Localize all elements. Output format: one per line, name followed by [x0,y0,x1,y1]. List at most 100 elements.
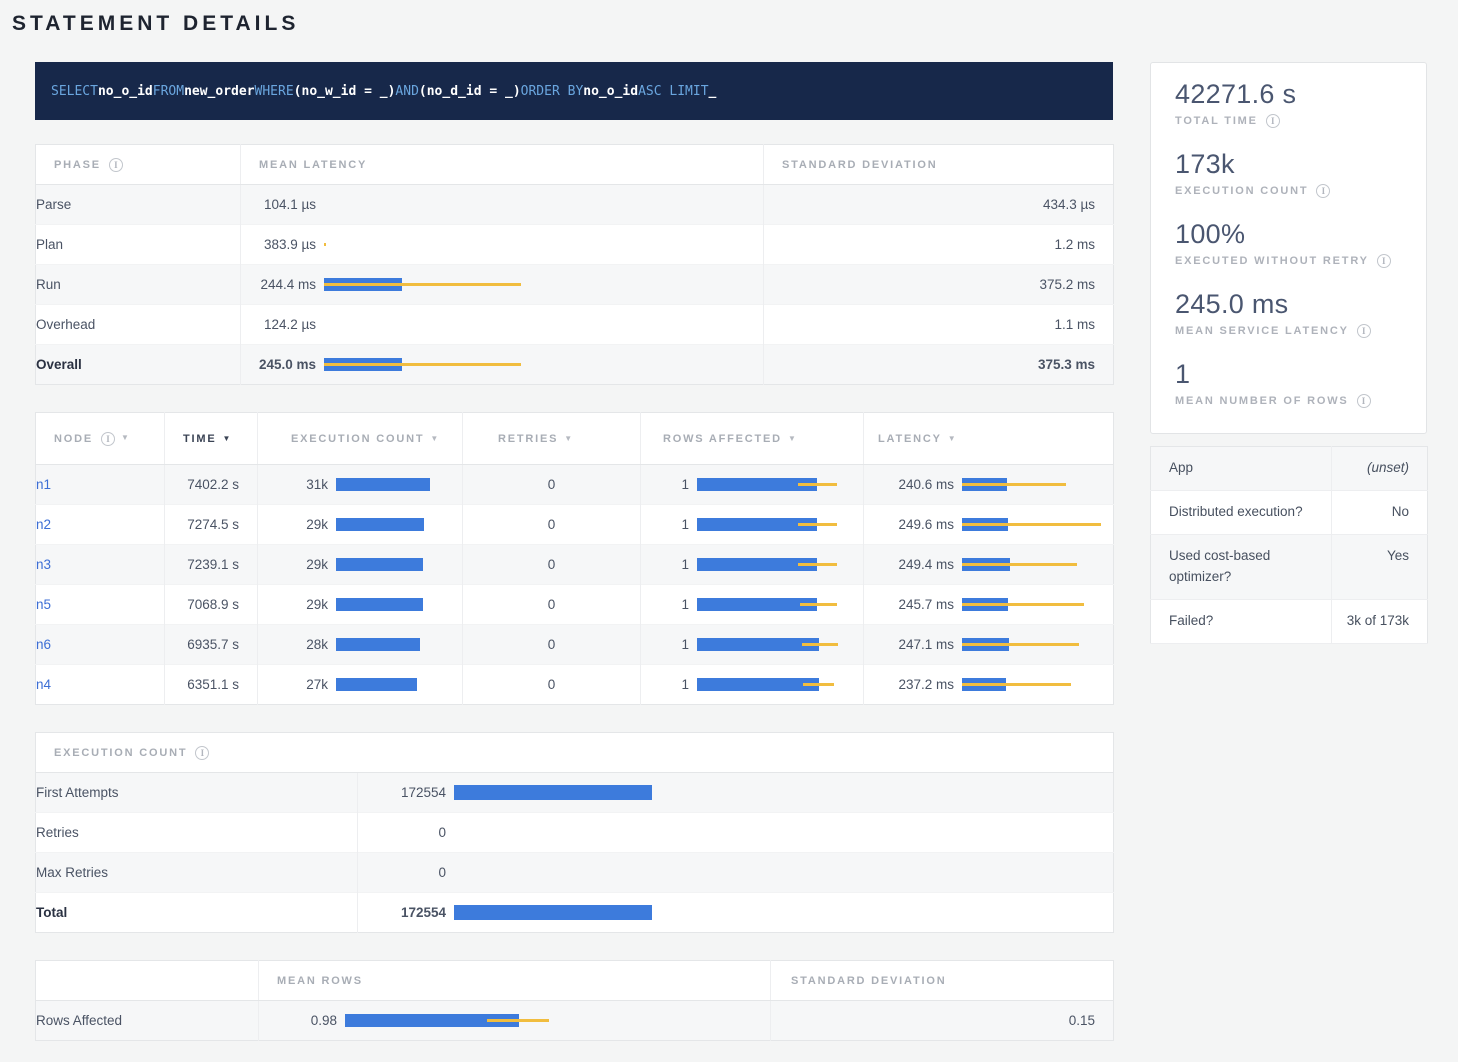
rows-affected-row: Rows Affected0.980.15 [36,1001,1114,1041]
stat-value: 245.0 ms [1175,289,1402,320]
mean-latency-bar [324,358,524,371]
execution-count-row: Max Retries0 [36,853,1114,893]
value-with-bar: 247.1 ms [864,625,1113,664]
info-icon[interactable]: i [109,158,123,172]
cell-value: 1 [657,677,689,692]
execution-count-value-cell: 172554 [358,893,1114,933]
node-table-header-row: NODEi▼ TIME▼ EXECUTION COUNT▼ RETRIES▼ R… [36,413,1114,465]
node-link[interactable]: n3 [36,557,51,572]
mean-latency-column-header: MEAN LATENCY [241,145,764,185]
attribute-label: App [1151,447,1332,491]
node-link[interactable]: n6 [36,637,51,652]
value-with-bar: 1 [641,545,863,584]
rows-affected-table: MEAN ROWS STANDARD DEVIATION Rows Affect… [35,960,1114,1041]
phase-table-header-row: PHASEi MEAN LATENCY STANDARD DEVIATION [36,145,1114,185]
stddev-whisker [962,483,1066,486]
stat-label: TOTAL TIMEi [1175,114,1402,128]
cell-value: 172554 [366,785,446,800]
execution-count-column-header[interactable]: EXECUTION COUNT▼ [258,413,463,465]
stddev-rows-column-label: STANDARD DEVIATION [791,975,946,987]
info-icon[interactable]: i [1357,324,1371,338]
node-cell: n4 [36,665,165,705]
latency-bar [962,558,1107,571]
info-icon[interactable]: i [101,432,115,446]
execution-count-value-cell: 0 [358,853,1114,893]
stddev-whisker [798,523,837,526]
latency-column-label: LATENCY [878,433,942,445]
node-link[interactable]: n4 [36,677,51,692]
attribute-value: Yes [1332,534,1428,599]
mean-bar [336,598,423,611]
rows-affected-cell: 1 [641,585,864,625]
rows-affected-column-header[interactable]: ROWS AFFECTED▼ [641,413,864,465]
cell-value: 249.4 ms [876,557,954,572]
layout: SELECT no_o_id FROM new_order WHERE (no_… [35,62,1427,1041]
value-with-bar: 27k [258,665,462,704]
info-icon[interactable]: i [1357,394,1371,408]
latency-bar [962,518,1107,531]
phase-name: Plan [36,225,241,265]
mean-rows-bar [345,1014,555,1027]
attribute-row: Failed?3k of 173k [1151,599,1428,643]
stddev-whisker [324,243,326,246]
execution-count-table: EXECUTION COUNTi First Attempts172554Ret… [35,732,1114,933]
latency-cell: 245.7 ms [864,585,1114,625]
node-cell: n1 [36,465,165,505]
rows-affected-cell: 1 [641,545,864,585]
value-with-bar: 0 [358,853,1113,892]
node-cell: n3 [36,545,165,585]
execution-count-bar [454,905,659,920]
info-icon[interactable]: i [1316,184,1330,198]
stddev-whisker [962,563,1077,566]
cell-value: 104.1 µs [254,197,316,212]
node-row: n17402.2 s31k01240.6 ms [36,465,1114,505]
time-cell: 7068.9 s [165,585,258,625]
rows-affected-bar [697,678,847,691]
node-link[interactable]: n5 [36,597,51,612]
retries-column-header[interactable]: RETRIES▼ [463,413,641,465]
info-icon[interactable]: i [195,746,209,760]
phase-name: Run [36,265,241,305]
sql-token: no_o_id [98,84,153,99]
execution-count-bar [336,678,446,691]
cell-value: 27k [278,677,328,692]
value-with-bar: 1 [641,465,863,504]
stat-label: EXECUTED WITHOUT RETRYi [1175,254,1402,268]
node-link[interactable]: n1 [36,477,51,492]
execution-count-column-label: EXECUTION COUNT [291,433,424,445]
node-link[interactable]: n2 [36,517,51,532]
cell-value: 31k [278,477,328,492]
sql-token: ASC LIMIT [638,84,708,99]
time-column-header[interactable]: TIME▼ [165,413,258,465]
empty-column-header [36,961,259,1001]
mean-latency-cell: 245.0 ms [241,345,764,385]
execution-count-row: Total172554 [36,893,1114,933]
cell-value: 245.7 ms [876,597,954,612]
execution-count-cell: 29k [258,505,463,545]
sql-token: new_order [184,84,254,99]
node-column-header[interactable]: NODEi▼ [36,413,165,465]
cell-value: 244.4 ms [254,277,316,292]
cell-value: 240.6 ms [876,477,954,492]
latency-bar [962,638,1107,651]
cell-value: 1 [657,477,689,492]
sql-token: SELECT [51,84,98,99]
sql-token: WHERE [255,84,294,99]
info-icon[interactable]: i [1266,114,1280,128]
latency-column-header[interactable]: LATENCY▼ [864,413,1114,465]
mean-rows-column-label: MEAN ROWS [277,975,363,987]
value-with-bar: 29k [258,545,462,584]
summary-stat: 42271.6 sTOTAL TIMEi [1175,79,1402,128]
mean-latency-cell: 124.2 µs [241,305,764,345]
latency-bar [962,478,1107,491]
mean-rows-column-header: MEAN ROWS [259,961,771,1001]
stddev-whisker [324,283,521,286]
value-with-bar: 1 [641,625,863,664]
sort-arrow-icon: ▼ [222,434,230,443]
execution-count-cell: 29k [258,545,463,585]
latency-cell: 249.4 ms [864,545,1114,585]
rows-affected-cell: 1 [641,665,864,705]
value-with-bar: 237.2 ms [864,665,1113,704]
phase-column-header[interactable]: PHASEi [36,145,241,185]
info-icon[interactable]: i [1377,254,1391,268]
